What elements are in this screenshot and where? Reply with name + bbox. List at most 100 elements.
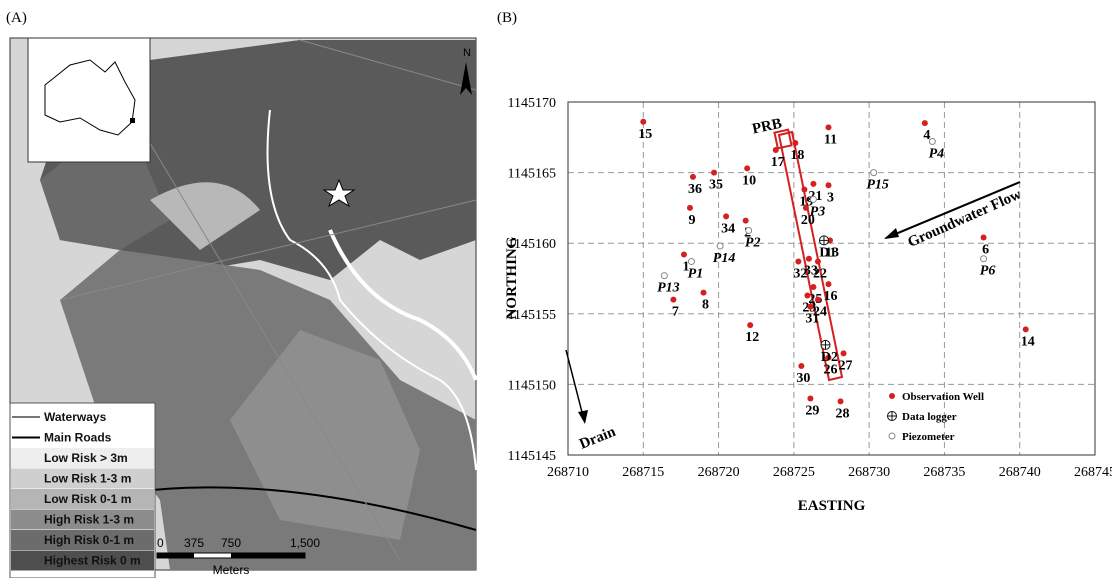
data-point [807, 303, 814, 310]
y-tick-label: 1145170 [508, 96, 556, 111]
point-label: 27 [839, 358, 853, 373]
data-point [809, 195, 817, 203]
data-point [810, 283, 817, 290]
data-point [814, 258, 821, 265]
point-label: 20 [801, 213, 815, 228]
drain-arrow [565, 349, 585, 421]
point-label: D1 [819, 245, 836, 260]
x-tick-label: 268735 [923, 465, 965, 480]
legend-marker [889, 393, 895, 399]
legend-marker [888, 432, 896, 440]
legend-label: Observation Well [902, 391, 984, 403]
legend-swatch [11, 468, 154, 489]
risk-zone [40, 140, 170, 250]
data-point [1022, 326, 1029, 333]
data-point [747, 322, 754, 329]
data-point [802, 204, 809, 211]
scale-bar-segment [231, 553, 305, 558]
legend-label: High Risk 1-3 m [44, 513, 134, 527]
legend-label: Highest Risk 0 m [44, 554, 141, 568]
legend-label: Low Risk 1-3 m [44, 472, 131, 486]
data-point [711, 169, 718, 176]
x-tick-label: 268715 [622, 465, 664, 480]
data-point [814, 296, 821, 303]
x-tick-label: 268720 [698, 465, 740, 480]
data-point [810, 180, 817, 187]
data-point [921, 120, 928, 127]
point-label: 7 [672, 305, 679, 320]
data-point [825, 182, 832, 189]
prb-top [773, 128, 793, 150]
prb-barrier [777, 130, 844, 382]
data-point [680, 251, 687, 258]
point-label: 32 [793, 267, 807, 282]
waterway [266, 109, 477, 471]
point-label: 19 [799, 195, 813, 210]
point-label: 3 [827, 190, 834, 205]
drain-arrowhead [578, 410, 588, 424]
point-label: 24 [813, 305, 827, 320]
point-label: 16 [823, 289, 837, 304]
australia-outline [44, 59, 136, 136]
point-label: P6 [980, 264, 996, 279]
legend-label: Low Risk > 3m [44, 451, 128, 465]
point-label: 6 [982, 243, 989, 258]
data-point [825, 124, 832, 131]
data-point [700, 289, 707, 296]
legend-swatch [11, 550, 154, 571]
point-label: 28 [836, 406, 850, 421]
point-label: 11 [824, 132, 837, 147]
legend-swatch [11, 509, 154, 530]
flow-arrow [885, 181, 1021, 239]
y-axis-title: NORTHING [504, 236, 520, 319]
point-label: 12 [745, 330, 759, 345]
legend-label: High Risk 0-1 m [44, 533, 134, 547]
x-tick-label: 268740 [999, 465, 1041, 480]
x-axis-title: EASTING [798, 498, 866, 514]
y-tick-label: 1145145 [508, 449, 556, 464]
data-point [840, 350, 847, 357]
data-point [689, 173, 696, 180]
data-point [805, 255, 812, 262]
point-label: 14 [1021, 334, 1035, 349]
point-label: 17 [771, 155, 785, 170]
north-arrow [460, 62, 472, 95]
location-marker [130, 118, 135, 123]
data-point [772, 147, 779, 154]
point-label: 15 [638, 127, 652, 142]
data-point [870, 169, 878, 177]
point-label: P1 [688, 267, 704, 282]
legend-label: Data logger [902, 411, 957, 423]
data-point [798, 363, 805, 370]
point-label: 31 [805, 312, 819, 327]
data-point [837, 398, 844, 405]
plot-frame [567, 101, 1096, 456]
data-point [825, 354, 832, 361]
data-point [745, 226, 753, 234]
data-point [660, 272, 668, 280]
y-tick-label: 1145150 [508, 378, 556, 393]
point-label: 36 [688, 182, 702, 197]
point-label: 26 [823, 363, 837, 378]
point-label: P3 [810, 204, 826, 219]
scale-bar-segment [157, 553, 194, 558]
legend-label: Main Roads [44, 431, 112, 445]
annotation: Drain [577, 424, 618, 453]
scale-label: 1,500 [290, 536, 320, 550]
point-label: 30 [796, 371, 810, 386]
panel-label: (A) [6, 10, 27, 26]
data-point [825, 281, 832, 288]
scale-label: 375 [184, 536, 204, 550]
point-label: 18 [790, 148, 804, 163]
flow-arrowhead [884, 228, 899, 239]
data-point [716, 242, 724, 250]
data-point [807, 395, 814, 402]
panel-label: (B) [497, 10, 517, 26]
point-label: P14 [713, 251, 736, 266]
waterway [328, 229, 478, 381]
legend-swatch [11, 489, 154, 509]
data-point [640, 118, 647, 125]
data-point [801, 186, 808, 193]
data-point [687, 258, 695, 266]
